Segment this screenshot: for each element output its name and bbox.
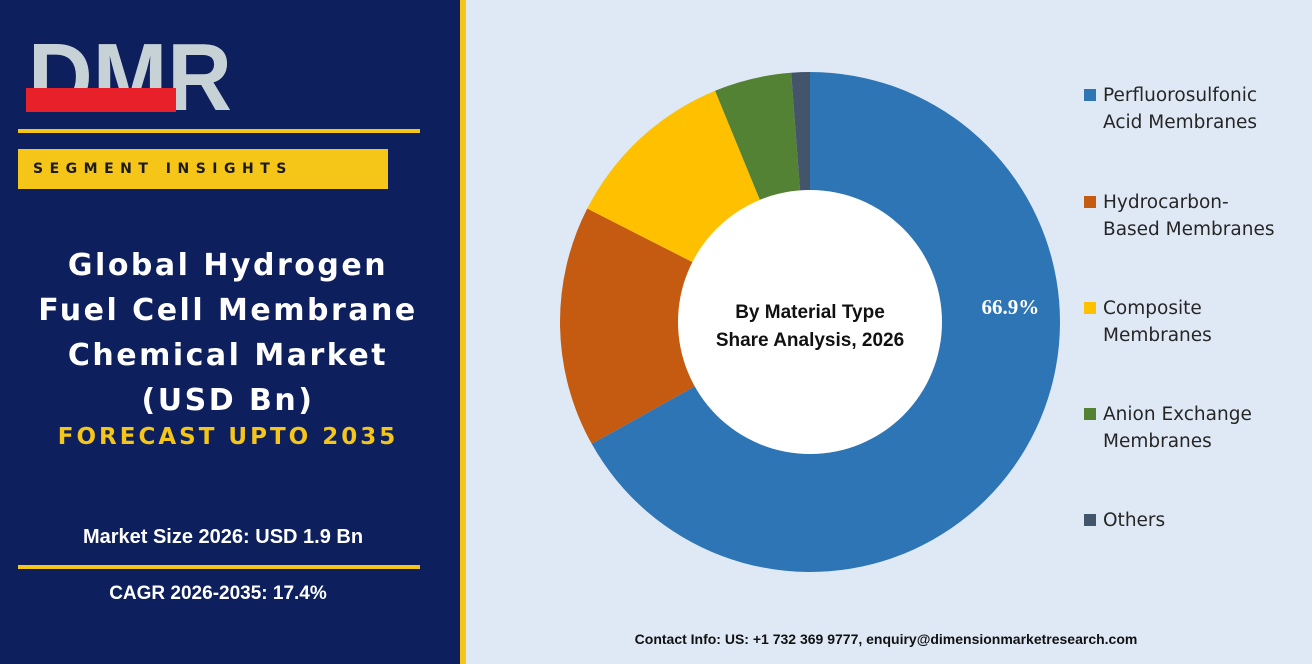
legend-label-line: Others (1103, 510, 1166, 531)
legend-label: Hydrocarbon- Based Membranes (1103, 189, 1308, 243)
legend-label-line: Membranes (1103, 431, 1212, 452)
gold-divider (460, 0, 466, 664)
legend-label-line: Perfluorosulfonic (1103, 85, 1258, 106)
data-label: 66.9% (982, 295, 1040, 319)
contact-info: Contact Info: US: +1 732 369 9777, enqui… (634, 631, 1138, 647)
left-panel: DMR SEGMENT INSIGHTS Global Hydrogen Fue… (0, 0, 460, 664)
legend-item-others: Others (1084, 507, 1308, 534)
legend-label: Perfluorosulfonic Acid Membranes (1103, 82, 1308, 136)
legend-label: Anion Exchange Membranes (1103, 401, 1308, 455)
forecast-label: FORECAST UPTO 2035 (57, 424, 399, 450)
legend-label-line: Anion Exchange (1103, 404, 1252, 425)
market-size-text: Market Size 2026: USD 1.9 Bn (82, 526, 364, 548)
title-line: Fuel Cell Membrane (38, 293, 418, 328)
title-line: Chemical Market (67, 338, 389, 373)
cagr-text: CAGR 2026-2035: 17.4% (109, 583, 327, 604)
center-label-line: By Material Type (735, 302, 885, 323)
data-labels: 66.9% (982, 295, 1040, 319)
legend-item-anion-exchange: Anion Exchange Membranes (1084, 401, 1308, 455)
legend-label: Composite Membranes (1103, 295, 1308, 349)
chart-panel: By Material Type Share Analysis, 2026 66… (466, 0, 1312, 664)
legend-label-line: Composite (1103, 298, 1202, 319)
segment-insights-badge: SEGMENT INSIGHTS (18, 149, 388, 189)
legend-swatch (1084, 514, 1096, 526)
legend-label-line: Hydrocarbon- (1103, 192, 1229, 213)
legend-swatch (1084, 89, 1096, 101)
legend-label-line: Based Membranes (1103, 219, 1275, 240)
bottom-divider-line (18, 565, 420, 569)
legend-item-perfluorosulfonic: Perfluorosulfonic Acid Membranes (1084, 82, 1308, 136)
badge-label: SEGMENT INSIGHTS (33, 161, 293, 177)
title-line: Global Hydrogen (67, 248, 389, 283)
report-title: Global Hydrogen Fuel Cell Membrane Chemi… (18, 243, 438, 423)
dmr-logo: DMR (26, 34, 232, 118)
legend-swatch (1084, 196, 1096, 208)
legend-item-composite: Composite Membranes (1084, 295, 1308, 349)
donut-hole (678, 190, 942, 454)
legend-label-line: Acid Membranes (1103, 112, 1258, 133)
legend-item-hydrocarbon: Hydrocarbon- Based Membranes (1084, 189, 1308, 243)
logo-red-bar (26, 88, 176, 112)
title-line: (USD Bn) (141, 383, 315, 418)
legend-label-line: Membranes (1103, 325, 1212, 346)
legend-label: Others (1103, 507, 1308, 534)
donut-chart: By Material Type Share Analysis, 2026 66… (559, 72, 1060, 572)
legend-swatch (1084, 302, 1096, 314)
top-divider-line (18, 129, 420, 133)
legend-swatch (1084, 408, 1096, 420)
center-label-line: Share Analysis, 2026 (716, 330, 904, 351)
